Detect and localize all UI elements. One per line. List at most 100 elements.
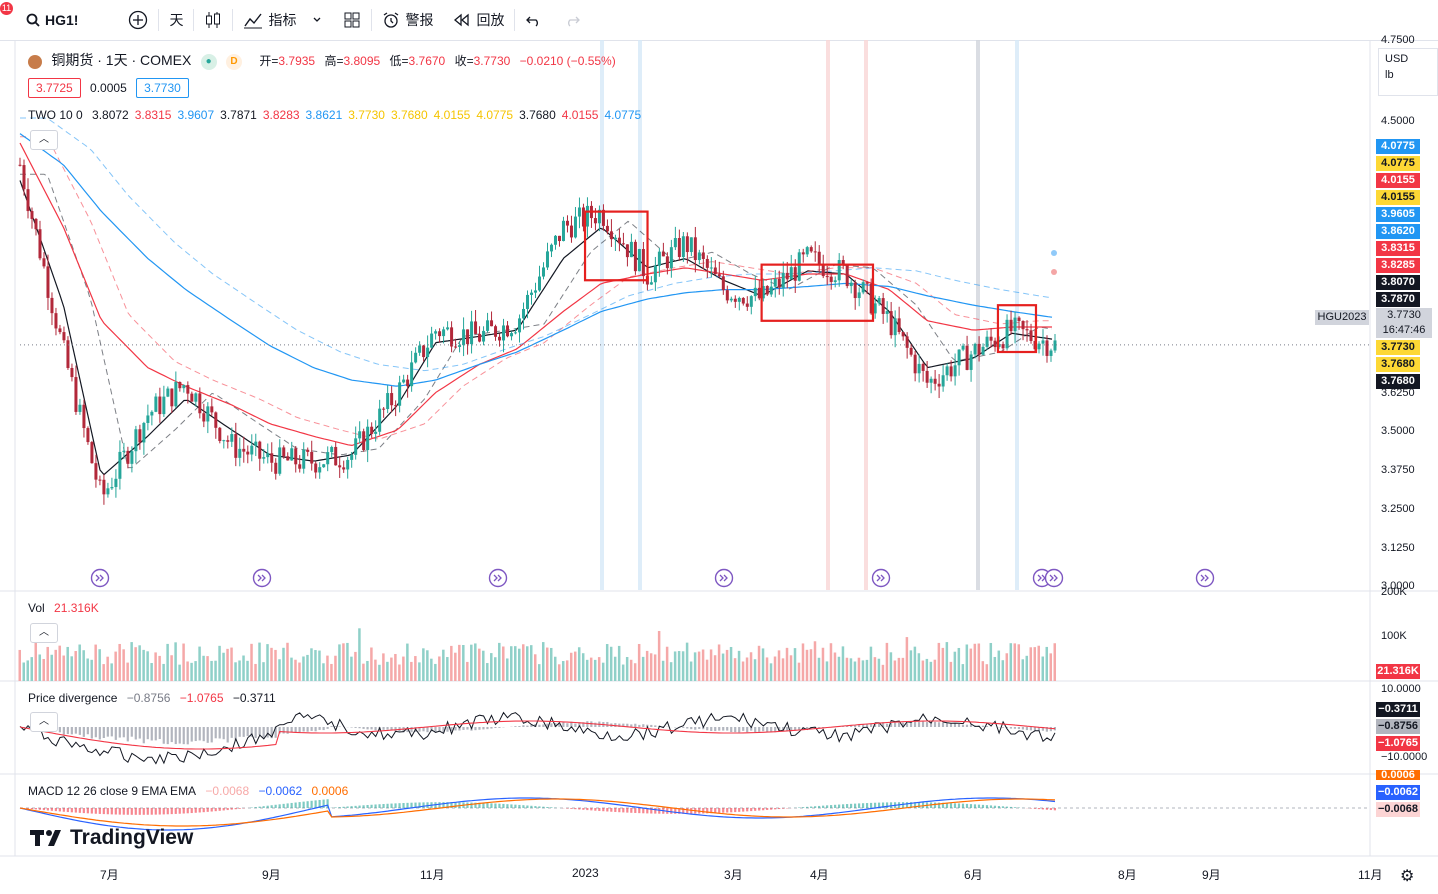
alert-button[interactable]: 警报 xyxy=(372,0,443,40)
macd-histogram-bar xyxy=(186,808,189,814)
divergence-histogram-bar xyxy=(945,722,949,727)
macd-histogram-bar xyxy=(993,805,997,808)
currency-selector[interactable]: USD lb xyxy=(1378,48,1438,96)
divergence-v1: −0.8756 xyxy=(126,691,171,705)
macd-histogram-bar xyxy=(1005,806,1009,808)
collapse-divergence-button[interactable]: ︿ xyxy=(30,712,58,732)
candle-body xyxy=(46,266,50,298)
undo-button[interactable] xyxy=(515,0,553,40)
divergence-histogram-bar xyxy=(154,727,157,741)
divergence-histogram-bar xyxy=(218,727,221,739)
macd-histogram-bar xyxy=(814,806,817,808)
divergence-histogram-bar xyxy=(286,727,289,734)
candle-body xyxy=(577,207,581,217)
currency-unit[interactable]: USD xyxy=(1385,53,1409,65)
tradingview-logo[interactable]: TradingView xyxy=(30,826,193,850)
divergence-histogram-bar xyxy=(350,727,353,728)
candle-body xyxy=(442,329,446,337)
divergence-histogram-bar xyxy=(450,727,453,732)
measure-unit[interactable]: lb xyxy=(1385,69,1394,81)
candle-body xyxy=(398,382,402,406)
macd-name[interactable]: MACD 12 26 close 9 EMA EMA xyxy=(28,784,197,798)
bid-button[interactable]: 3.7725 xyxy=(28,78,81,98)
divergence-histogram-bar xyxy=(190,727,193,742)
time-tick: 7月 xyxy=(100,868,119,882)
symbol-search-button[interactable]: HG1! xyxy=(0,0,88,40)
chart-canvas[interactable] xyxy=(0,40,1438,894)
volume-bar xyxy=(793,648,797,681)
indicators-button[interactable]: 指标 xyxy=(233,0,333,40)
candle-body xyxy=(362,431,366,451)
candle-body xyxy=(633,241,637,272)
volume-bar xyxy=(218,645,221,681)
layout-button[interactable] xyxy=(333,0,371,40)
macd-line-value: −0.0062 xyxy=(258,784,303,798)
divergence-v2: −1.0765 xyxy=(179,691,224,705)
candle-body xyxy=(661,251,665,257)
volume-bar xyxy=(645,650,649,681)
candle-body xyxy=(897,318,901,333)
candle-body xyxy=(585,205,589,227)
volume-bar xyxy=(865,659,869,681)
volume-bar xyxy=(238,660,241,681)
divergence-histogram-bar xyxy=(662,726,665,727)
macd-histogram-bar xyxy=(754,808,757,811)
symbol-title[interactable]: 铜期货 · 1天 · COMEX xyxy=(51,52,192,68)
interval-button[interactable]: 天 xyxy=(159,0,193,40)
two-indicator-name[interactable]: TWO 10 0 xyxy=(28,108,83,122)
divergence-histogram-bar xyxy=(933,721,937,727)
volume-bar xyxy=(466,661,469,681)
divergence-histogram-bar xyxy=(270,727,273,739)
divergence-histogram-bar xyxy=(214,727,217,739)
ask-button[interactable]: 3.7730 xyxy=(136,78,189,98)
divergence-name[interactable]: Price divergence xyxy=(28,691,118,705)
macd-histogram-bar xyxy=(214,808,217,812)
collapse-volume-button[interactable]: ︿ xyxy=(30,623,58,643)
chart-type-button[interactable] xyxy=(194,0,232,40)
volume-bar xyxy=(757,645,761,681)
candle-body xyxy=(541,267,545,277)
macd-histogram-bar xyxy=(985,805,989,808)
candle-body xyxy=(565,220,569,226)
redo-button[interactable] xyxy=(553,0,591,40)
divergence-histogram-bar xyxy=(410,727,413,733)
divergence-histogram-bar xyxy=(1033,727,1037,731)
collapse-legend-button[interactable]: ︿ xyxy=(30,130,58,150)
compare-button[interactable] xyxy=(88,0,158,40)
alert-label: 警报 xyxy=(405,12,434,28)
volume-bar xyxy=(861,660,865,681)
volume-bar xyxy=(705,659,709,681)
price-tick: 3.5000 xyxy=(1381,425,1415,437)
volume-bar xyxy=(689,661,693,681)
volume-name[interactable]: Vol xyxy=(28,601,45,615)
macd-histogram-bar xyxy=(26,808,29,809)
volume-bar xyxy=(801,643,805,681)
volume-bar xyxy=(282,647,285,681)
divergence-histogram-bar xyxy=(1005,727,1009,728)
settings-gear-icon[interactable]: ⚙ xyxy=(1400,868,1415,885)
volume-bar xyxy=(677,651,681,681)
volume-bar xyxy=(234,662,237,681)
replay-button[interactable]: 回放 xyxy=(443,0,514,40)
two-indicator-value: 3.7680 xyxy=(519,108,556,122)
volume-bar xyxy=(70,656,73,681)
divergence-histogram-bar xyxy=(586,721,589,727)
candle-body xyxy=(973,343,977,355)
candle-body xyxy=(629,241,633,258)
candle-body xyxy=(793,267,797,281)
event-marker-arrow xyxy=(257,574,266,582)
volume-bar xyxy=(909,650,913,681)
divergence-histogram-bar xyxy=(326,727,329,729)
divergence-histogram-bar xyxy=(266,727,269,738)
interval-label: 天 xyxy=(169,12,184,28)
highlight-box xyxy=(583,210,649,282)
volume-bar xyxy=(665,646,669,681)
macd-histogram-bar xyxy=(578,808,581,810)
volume-bar xyxy=(1049,653,1053,681)
volume-bar xyxy=(382,653,385,681)
candle-body xyxy=(853,282,857,299)
volume-bar xyxy=(58,645,61,681)
volume-bar xyxy=(797,662,801,681)
divergence-histogram-bar xyxy=(542,724,545,727)
current-price-label: 3.7730 16:47:46 xyxy=(1376,308,1432,338)
